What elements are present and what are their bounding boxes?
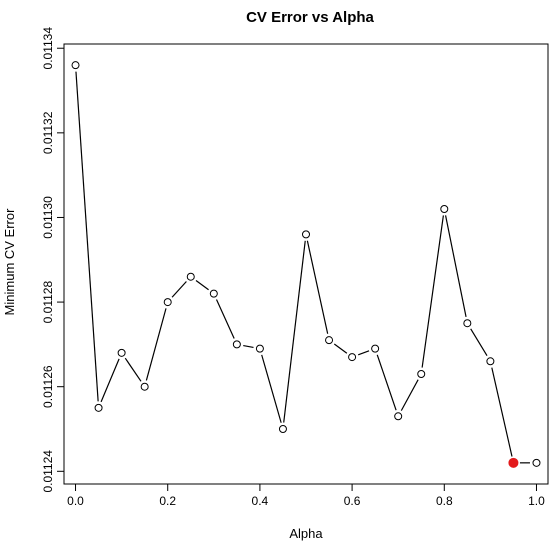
series-segment <box>470 328 488 357</box>
x-tick-label: 1.0 <box>528 494 545 508</box>
y-tick-label: 0.01130 <box>41 196 55 239</box>
data-point <box>71 61 80 70</box>
data-point <box>302 230 310 239</box>
series-segment <box>75 71 99 402</box>
series-segment <box>444 215 467 317</box>
plot-frame <box>63 43 549 485</box>
x-tick-label: 0.6 <box>344 494 361 508</box>
data-point <box>486 357 495 366</box>
x-tick-label: 0.4 <box>252 494 269 508</box>
data-point <box>140 382 149 391</box>
y-tick-label: 0.01128 <box>41 281 55 324</box>
series-segment <box>283 240 306 423</box>
data-point <box>394 412 403 421</box>
series-segment <box>333 343 348 354</box>
y-axis-label: Minimum CV Error <box>2 208 17 316</box>
data-point <box>440 205 449 213</box>
y-tick-label: 0.01124 <box>41 450 55 493</box>
data-point <box>463 319 472 328</box>
data-point <box>417 370 426 378</box>
series-segment <box>491 367 513 457</box>
series-segment <box>261 354 282 423</box>
y-tick-label: 0.01134 <box>41 27 55 70</box>
data-point <box>348 353 357 362</box>
y-tick-label: 0.01126 <box>41 365 55 408</box>
series-segment <box>171 281 187 298</box>
y-axis: 0.01124 0.01126 0.01128 0.01130 0.01132 0.011… <box>41 27 64 493</box>
series-segment <box>215 299 235 339</box>
series-segment <box>357 350 370 356</box>
x-tick-label: 0.2 <box>159 494 176 508</box>
data-point <box>94 403 103 412</box>
x-tick-label: 0.0 <box>67 494 84 508</box>
series-segment <box>306 240 329 334</box>
data-point <box>209 289 218 298</box>
data-point <box>532 458 541 467</box>
data-point <box>232 340 241 349</box>
series-segment <box>243 344 254 349</box>
x-axis: 0.0 0.2 0.4 0.6 0.8 1.0 <box>67 484 545 508</box>
series-segment <box>124 357 142 382</box>
series-segment <box>195 280 209 291</box>
series-segment <box>400 379 419 411</box>
series-segment <box>376 354 397 411</box>
data-point <box>186 272 195 281</box>
data-point <box>278 425 287 433</box>
x-tick-label: 0.8 <box>436 494 453 508</box>
data-point <box>255 344 264 353</box>
data-point <box>371 344 380 353</box>
series-segment <box>145 308 167 381</box>
data-point <box>163 298 172 307</box>
minimum-point-marker <box>508 457 519 468</box>
series-layer <box>71 61 541 468</box>
series-segment <box>100 358 120 403</box>
data-point <box>117 348 126 357</box>
data-point <box>325 336 334 345</box>
x-axis-label: Alpha <box>289 526 323 541</box>
series-segment <box>421 215 444 368</box>
y-tick-label: 0.01132 <box>41 111 55 154</box>
chart-title: CV Error vs Alpha <box>246 9 374 26</box>
